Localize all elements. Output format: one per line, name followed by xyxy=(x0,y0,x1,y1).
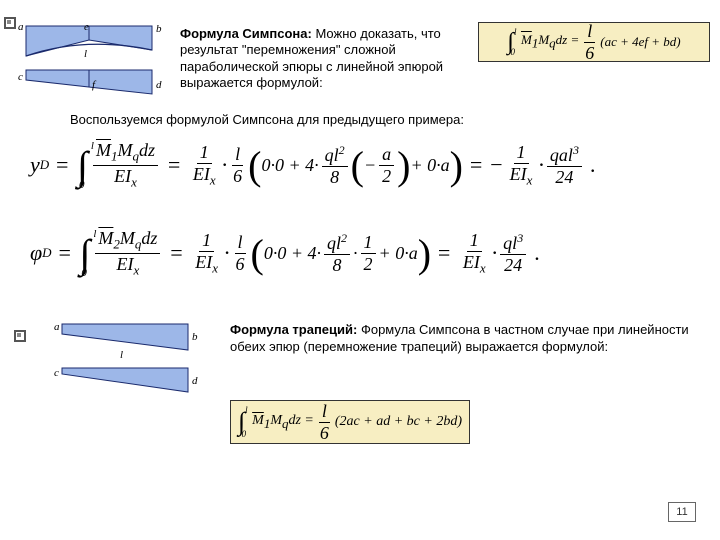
simpson-text: Формула Симпсона: Можно доказать, что ре… xyxy=(180,26,460,91)
simpson-diagram: a e b l c f d xyxy=(14,22,164,97)
eq2-lhs: φ xyxy=(30,240,42,266)
simpson-formula-box: ∫l0 M1Mqdz = l6 (ac + 4ef + bd) xyxy=(478,22,710,62)
label-l: l xyxy=(120,349,123,361)
integral-icon: ∫l0 xyxy=(79,230,90,277)
trapezoid-formula-box: ∫l0 M1Mqdz = l6 (2ac + ad + bc + 2bd) xyxy=(230,400,470,444)
trapezoid-text: Формула трапеций: Формула Симпсона в час… xyxy=(230,322,700,356)
label-b: b xyxy=(192,331,198,343)
simpson-svg: a e b l c f d xyxy=(14,22,164,102)
label-d: d xyxy=(156,79,162,91)
trapezoid-diagram: a b l c d xyxy=(50,320,200,395)
simpson-heading: Формула Симпсона: xyxy=(180,26,312,41)
page-number: 11 xyxy=(668,502,696,522)
label-a: a xyxy=(54,321,60,333)
label-b: b xyxy=(156,23,162,35)
label-a: a xyxy=(18,22,24,33)
eq1-lhs: y xyxy=(30,152,40,178)
equation-yd: yD = ∫l0 M1MqdzEIx = 1EIx · l6 ( 0·0 + 4… xyxy=(30,140,596,190)
mid-text: Воспользуемся формулой Симпсона для пред… xyxy=(70,112,690,127)
integral-icon: ∫l0 xyxy=(77,142,88,189)
label-c: c xyxy=(18,71,23,83)
trapezoid-heading: Формула трапеций: xyxy=(230,322,357,337)
bullet-icon xyxy=(14,330,26,342)
label-e: e xyxy=(84,22,89,33)
label-l: l xyxy=(84,48,87,60)
label-c: c xyxy=(54,367,59,379)
trapezoid-svg: a b l c d xyxy=(50,320,200,400)
label-d: d xyxy=(192,375,198,387)
equation-phid: φD = ∫l0 M2MqdzEIx = 1EIx · l6 ( 0·0 + 4… xyxy=(30,228,540,278)
